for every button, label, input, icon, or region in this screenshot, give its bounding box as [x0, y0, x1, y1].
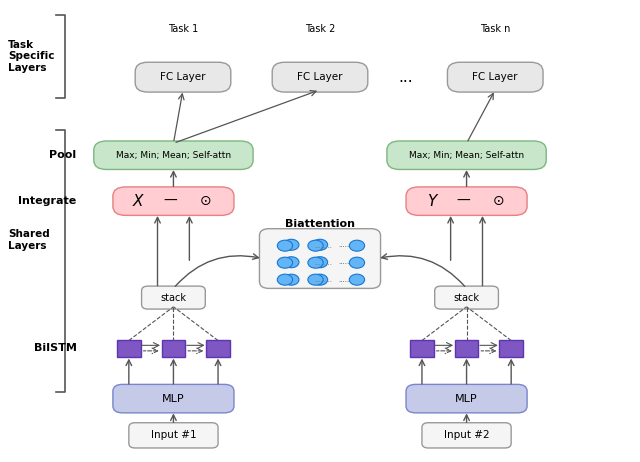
FancyBboxPatch shape: [406, 384, 527, 413]
Text: MLP: MLP: [162, 394, 185, 404]
FancyBboxPatch shape: [455, 340, 478, 357]
Circle shape: [284, 274, 299, 285]
Circle shape: [308, 257, 323, 268]
Text: ⊙: ⊙: [200, 194, 211, 208]
Text: —: —: [456, 194, 470, 208]
Text: Input #1: Input #1: [150, 431, 196, 440]
Text: Y: Y: [427, 194, 436, 209]
Text: Biattention: Biattention: [285, 219, 355, 229]
Text: ......: ......: [338, 242, 351, 248]
FancyBboxPatch shape: [272, 62, 368, 92]
Circle shape: [349, 257, 365, 268]
Text: Task
Specific
Layers: Task Specific Layers: [8, 40, 54, 73]
Text: ........: ........: [314, 243, 332, 249]
Text: MLP: MLP: [455, 394, 478, 404]
Text: X: X: [133, 194, 143, 209]
Text: ........: ........: [314, 260, 332, 266]
FancyBboxPatch shape: [141, 286, 205, 309]
Text: Pool: Pool: [49, 150, 77, 160]
FancyBboxPatch shape: [387, 141, 546, 170]
FancyBboxPatch shape: [259, 229, 381, 288]
Circle shape: [284, 239, 299, 250]
Text: Input #2: Input #2: [444, 431, 490, 440]
Text: Task n: Task n: [480, 24, 511, 34]
Text: stack: stack: [161, 292, 186, 303]
FancyBboxPatch shape: [129, 423, 218, 448]
FancyBboxPatch shape: [410, 340, 434, 357]
FancyBboxPatch shape: [113, 187, 234, 215]
FancyBboxPatch shape: [447, 62, 543, 92]
Circle shape: [277, 257, 292, 268]
FancyBboxPatch shape: [206, 340, 230, 357]
Circle shape: [312, 239, 328, 250]
Circle shape: [349, 240, 365, 251]
FancyBboxPatch shape: [113, 384, 234, 413]
Text: ......: ......: [338, 259, 351, 265]
Text: Task 1: Task 1: [168, 24, 198, 34]
FancyBboxPatch shape: [135, 62, 231, 92]
Circle shape: [312, 274, 328, 285]
Text: Max; Min; Mean; Self-attn: Max; Min; Mean; Self-attn: [116, 151, 231, 160]
Text: ......: ......: [338, 277, 351, 283]
Circle shape: [349, 274, 365, 285]
FancyBboxPatch shape: [499, 340, 523, 357]
Text: FC Layer: FC Layer: [472, 72, 518, 82]
Text: FC Layer: FC Layer: [160, 72, 205, 82]
Text: —: —: [163, 194, 177, 208]
FancyBboxPatch shape: [435, 286, 499, 309]
Text: ........: ........: [314, 277, 332, 283]
Text: Integrate: Integrate: [19, 196, 77, 206]
Circle shape: [308, 240, 323, 251]
Text: stack: stack: [454, 292, 479, 303]
Circle shape: [312, 257, 328, 268]
Text: FC Layer: FC Layer: [297, 72, 343, 82]
FancyBboxPatch shape: [162, 340, 185, 357]
Text: BiISTM: BiISTM: [34, 343, 77, 353]
Text: ...: ...: [399, 70, 413, 85]
FancyBboxPatch shape: [117, 340, 141, 357]
Text: ⊙: ⊙: [493, 194, 504, 208]
Text: Shared
Layers: Shared Layers: [8, 230, 49, 251]
Circle shape: [284, 257, 299, 268]
FancyBboxPatch shape: [422, 423, 511, 448]
Text: Task 2: Task 2: [305, 24, 335, 34]
Circle shape: [277, 240, 292, 251]
Circle shape: [308, 274, 323, 285]
FancyBboxPatch shape: [94, 141, 253, 170]
FancyBboxPatch shape: [406, 187, 527, 215]
Text: Max; Min; Mean; Self-attn: Max; Min; Mean; Self-attn: [409, 151, 524, 160]
Circle shape: [277, 274, 292, 285]
